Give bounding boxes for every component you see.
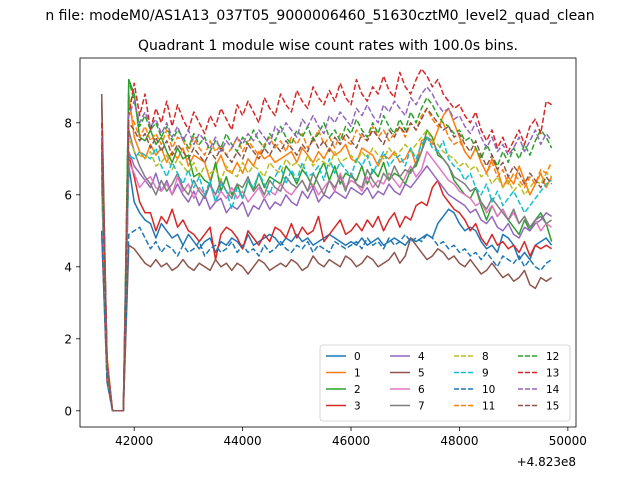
legend-label-11: 11 <box>482 401 495 413</box>
legend-label-6: 6 <box>418 384 425 396</box>
series-line-15 <box>100 107 553 412</box>
y-axis: 0 2 4 6 8 <box>64 116 80 418</box>
plot-frame <box>79 57 577 428</box>
legend-label-13: 13 <box>546 368 559 380</box>
series-line-0 <box>100 101 553 412</box>
legend-label-0: 0 <box>354 351 361 363</box>
legend-label-15: 15 <box>546 401 559 413</box>
legend-label-4: 4 <box>418 351 425 363</box>
series-line-4 <box>100 150 553 412</box>
legend-frame <box>319 344 571 422</box>
legend-label-3: 3 <box>354 401 361 413</box>
chart-suptitle: n file: modeM0/AS1A13_037T05_9000006460_… <box>45 8 594 24</box>
series-line-10 <box>100 226 553 412</box>
x-axis: 42000 44000 46000 48000 50000 <box>115 427 587 448</box>
series-line-6 <box>100 150 553 412</box>
legend-label-7: 7 <box>418 401 425 413</box>
x-tick-label: 42000 <box>115 434 153 448</box>
y-tick-label: 4 <box>64 260 72 274</box>
x-tick-label: 44000 <box>224 434 262 448</box>
y-tick-label: 0 <box>64 404 72 418</box>
series-line-12 <box>100 78 553 412</box>
legend-label-1: 1 <box>354 368 361 380</box>
legend-label-14: 14 <box>546 384 560 396</box>
series-line-9 <box>100 136 553 412</box>
series-line-14 <box>100 86 553 412</box>
legend-label-10: 10 <box>482 384 495 396</box>
series-line-3 <box>100 154 553 412</box>
legend-label-2: 2 <box>354 384 361 396</box>
series-line-13 <box>100 68 553 412</box>
x-tick-label: 46000 <box>332 434 370 448</box>
legend-label-12: 12 <box>546 351 559 363</box>
x-tick-label: 50000 <box>549 434 587 448</box>
y-tick-label: 8 <box>64 116 72 130</box>
legend-label-9: 9 <box>482 368 489 380</box>
legend-label-8: 8 <box>482 351 489 363</box>
y-tick-label: 6 <box>64 188 72 202</box>
series-layer <box>100 68 553 412</box>
chart-title: Quadrant 1 module wise count rates with … <box>138 38 518 54</box>
series-line-8 <box>100 129 553 412</box>
legend-label-5: 5 <box>418 368 425 380</box>
y-tick-label: 2 <box>64 332 72 346</box>
series-line-5 <box>100 93 553 412</box>
x-offset-label: +4.823e8 <box>517 455 576 469</box>
x-tick-label: 48000 <box>440 434 478 448</box>
